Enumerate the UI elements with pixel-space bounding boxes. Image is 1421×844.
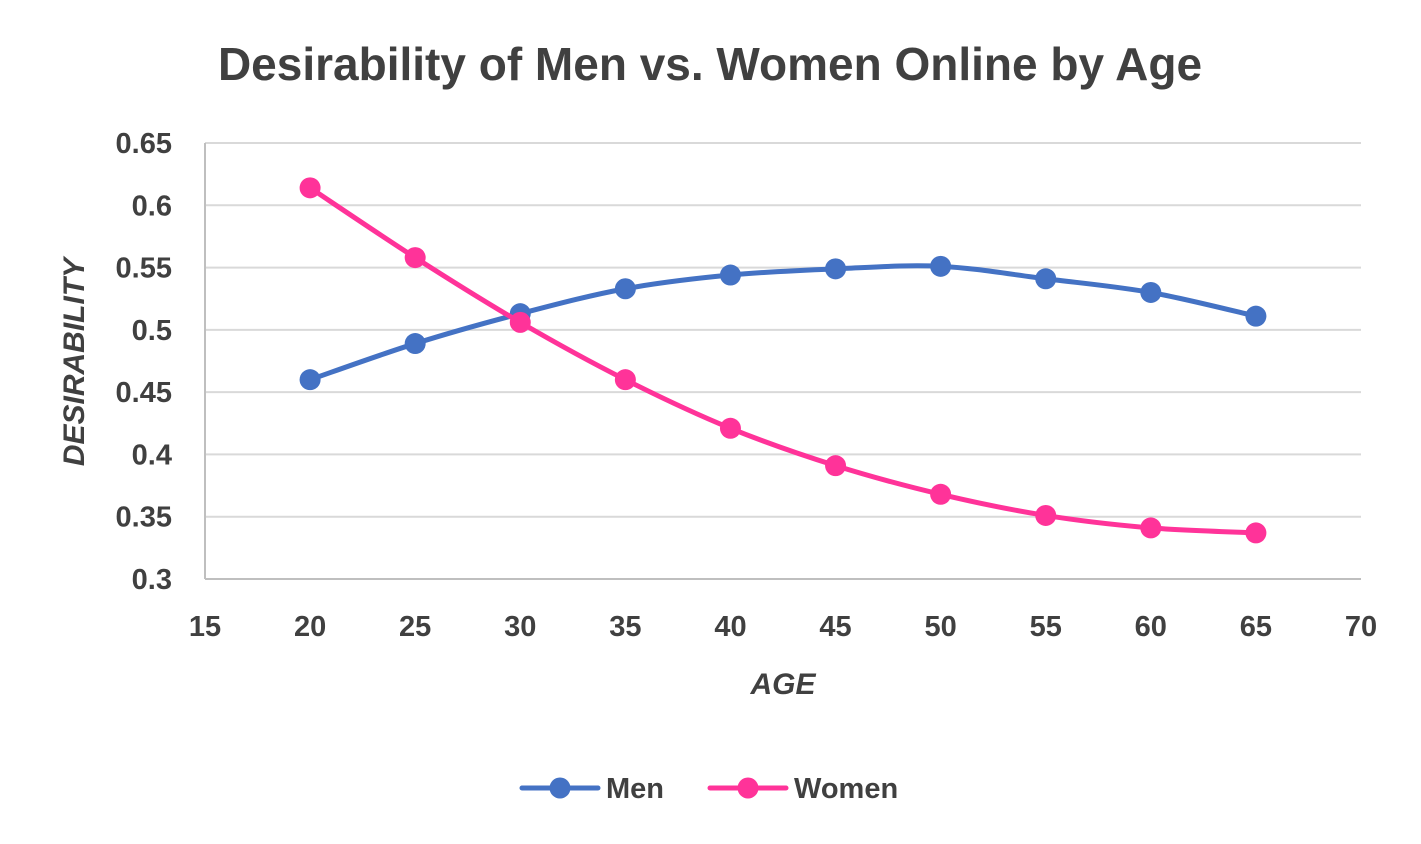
point-women-35 [614, 369, 636, 391]
point-men-65 [1245, 305, 1267, 327]
x-tick-label: 45 [819, 611, 851, 643]
x-tick-label: 25 [399, 611, 431, 643]
point-women-25 [404, 247, 426, 269]
x-tick-label: 55 [1030, 611, 1062, 643]
y-tick-label: 0.65 [116, 128, 172, 160]
y-tick-label: 0.35 [116, 502, 172, 534]
y-tick-label: 0.45 [116, 377, 172, 409]
series-women [299, 177, 1267, 544]
x-tick-label: 20 [294, 611, 326, 643]
chart-title: Desirability of Men vs. Women Online by … [218, 38, 1202, 90]
x-tick-label: 30 [504, 611, 536, 643]
x-tick-label: 15 [189, 611, 221, 643]
point-men-45 [825, 258, 847, 280]
point-men-35 [614, 278, 636, 300]
point-men-60 [1140, 281, 1162, 303]
y-tick-label: 0.6 [132, 190, 172, 222]
legend-marker-women [737, 777, 759, 799]
x-tick-label: 50 [925, 611, 957, 643]
point-women-30 [509, 311, 531, 333]
gridlines [205, 142, 1361, 518]
point-men-50 [930, 255, 952, 277]
point-women-65 [1245, 522, 1267, 544]
series [299, 177, 1267, 544]
y-tick-label: 0.3 [132, 564, 172, 596]
x-tick-label: 70 [1345, 611, 1377, 643]
legend-marker-men [549, 777, 571, 799]
x-tick-label: 40 [714, 611, 746, 643]
y-tick-label: 0.55 [116, 253, 172, 285]
point-men-20 [299, 369, 321, 391]
point-women-40 [719, 417, 741, 439]
x-axis-title: AGE [749, 668, 816, 701]
point-women-55 [1035, 504, 1057, 526]
point-men-40 [719, 264, 741, 286]
point-men-55 [1035, 268, 1057, 290]
legend-item-women: Women [707, 773, 898, 805]
legend: Men Women [519, 773, 898, 805]
axes [204, 143, 1361, 580]
y-tick-label: 0.5 [132, 315, 172, 347]
legend-label-women: Women [794, 773, 898, 805]
y-axis-title: DESIRABILITY [58, 255, 91, 466]
legend-item-men: Men [519, 773, 664, 805]
point-women-50 [930, 483, 952, 505]
point-women-20 [299, 177, 321, 199]
x-tick-label: 35 [609, 611, 641, 643]
y-tick-label: 0.4 [132, 439, 172, 471]
x-tick-label: 65 [1240, 611, 1272, 643]
x-tick-label: 60 [1135, 611, 1167, 643]
point-women-60 [1140, 517, 1162, 539]
line-women [307, 185, 1259, 536]
x-axis-ticks: 15 20 25 30 35 40 45 50 55 60 65 70 [189, 611, 1377, 643]
y-axis-ticks: 0.3 0.35 0.4 0.45 0.5 0.55 0.6 0.65 [116, 128, 172, 596]
point-women-45 [825, 455, 847, 477]
legend-label-men: Men [606, 773, 664, 805]
line-men [307, 263, 1259, 383]
point-men-25 [404, 333, 426, 355]
